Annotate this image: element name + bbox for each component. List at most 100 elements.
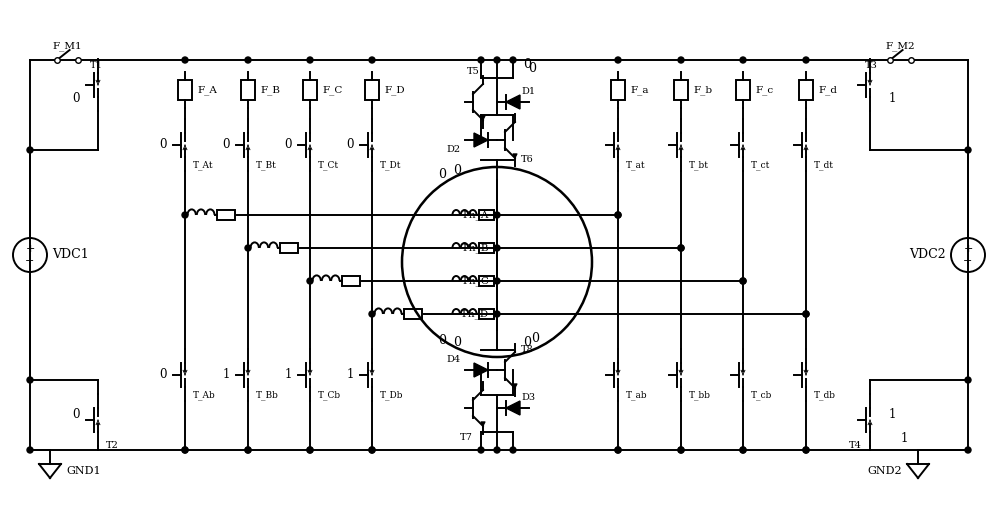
Text: F_a: F_a xyxy=(630,85,648,95)
Text: F_b: F_b xyxy=(693,85,712,95)
Circle shape xyxy=(803,311,809,317)
Circle shape xyxy=(245,447,251,453)
Polygon shape xyxy=(506,401,520,415)
Circle shape xyxy=(494,212,500,218)
Circle shape xyxy=(245,245,251,251)
Bar xyxy=(217,210,235,220)
Circle shape xyxy=(307,447,313,453)
Text: 1: 1 xyxy=(346,369,354,381)
Bar xyxy=(479,243,494,253)
Text: T_Db: T_Db xyxy=(380,390,404,400)
Bar xyxy=(479,210,494,220)
Text: T6: T6 xyxy=(521,156,534,165)
Circle shape xyxy=(740,278,746,284)
Text: 0: 0 xyxy=(159,138,167,152)
Circle shape xyxy=(803,447,809,453)
Circle shape xyxy=(245,447,251,453)
Circle shape xyxy=(27,377,33,383)
Circle shape xyxy=(478,447,484,453)
Polygon shape xyxy=(474,363,488,377)
Text: 0: 0 xyxy=(523,335,531,348)
Text: 1: 1 xyxy=(888,91,896,105)
Text: 0: 0 xyxy=(453,164,461,177)
Text: F_M1: F_M1 xyxy=(53,41,82,51)
Text: T1: T1 xyxy=(90,61,103,70)
Circle shape xyxy=(615,212,621,218)
Text: D4: D4 xyxy=(447,356,461,365)
Circle shape xyxy=(245,57,251,63)
Text: F_C: F_C xyxy=(322,85,342,95)
Text: T7: T7 xyxy=(460,433,473,442)
Circle shape xyxy=(494,57,500,63)
Text: F_D: F_D xyxy=(384,85,405,95)
Circle shape xyxy=(740,447,746,453)
Text: Ph_D: Ph_D xyxy=(462,309,489,319)
Text: VDC1: VDC1 xyxy=(52,248,89,262)
Circle shape xyxy=(965,447,971,453)
Circle shape xyxy=(740,278,746,284)
Circle shape xyxy=(740,57,746,63)
Circle shape xyxy=(182,447,188,453)
Text: −: − xyxy=(25,256,35,266)
Text: +: + xyxy=(25,244,35,254)
Text: T4: T4 xyxy=(849,440,862,449)
Text: 0: 0 xyxy=(222,138,230,152)
Circle shape xyxy=(494,311,500,317)
Circle shape xyxy=(740,447,746,453)
Text: 0: 0 xyxy=(528,62,536,75)
Text: F_d: F_d xyxy=(818,85,837,95)
Bar xyxy=(404,309,422,319)
Text: 0: 0 xyxy=(438,333,446,346)
Text: T_bb: T_bb xyxy=(689,390,711,400)
Text: T_bt: T_bt xyxy=(689,160,709,170)
Text: 0: 0 xyxy=(531,331,539,344)
Circle shape xyxy=(369,447,375,453)
Text: +: + xyxy=(963,244,973,254)
Text: F_A: F_A xyxy=(197,85,217,95)
Text: F_B: F_B xyxy=(260,85,280,95)
Text: T_Ct: T_Ct xyxy=(318,160,339,170)
Circle shape xyxy=(494,278,500,284)
Text: GND1: GND1 xyxy=(66,466,101,476)
Text: 1: 1 xyxy=(888,409,896,422)
Circle shape xyxy=(615,447,621,453)
Circle shape xyxy=(615,57,621,63)
Polygon shape xyxy=(474,133,488,147)
Circle shape xyxy=(369,311,375,317)
Circle shape xyxy=(510,57,516,63)
Circle shape xyxy=(803,311,809,317)
Circle shape xyxy=(307,57,313,63)
Text: T5: T5 xyxy=(467,68,479,76)
Text: T_Bb: T_Bb xyxy=(256,390,279,400)
Text: 0: 0 xyxy=(523,59,531,72)
Text: 0: 0 xyxy=(159,369,167,381)
Circle shape xyxy=(510,447,516,453)
Circle shape xyxy=(182,57,188,63)
Text: T3: T3 xyxy=(865,61,878,70)
Text: 0: 0 xyxy=(284,138,292,152)
Circle shape xyxy=(678,447,684,453)
Circle shape xyxy=(678,57,684,63)
Text: D1: D1 xyxy=(521,87,535,96)
Text: Ph_C: Ph_C xyxy=(462,276,489,286)
Circle shape xyxy=(369,447,375,453)
Circle shape xyxy=(494,447,500,453)
Circle shape xyxy=(182,447,188,453)
Text: 1: 1 xyxy=(900,431,908,444)
Circle shape xyxy=(307,278,313,284)
Text: 0: 0 xyxy=(72,409,80,422)
Text: Ph_A: Ph_A xyxy=(463,210,489,220)
Circle shape xyxy=(678,245,684,251)
Text: F_M2: F_M2 xyxy=(886,41,915,51)
Text: T_db: T_db xyxy=(814,390,836,400)
Text: 0: 0 xyxy=(438,169,446,181)
Text: T_at: T_at xyxy=(626,160,646,170)
Text: T2: T2 xyxy=(106,440,119,449)
Text: 0: 0 xyxy=(453,335,461,348)
Bar xyxy=(280,243,298,253)
Text: T_Ab: T_Ab xyxy=(193,390,216,400)
Circle shape xyxy=(27,147,33,153)
Circle shape xyxy=(307,447,313,453)
Text: F_c: F_c xyxy=(755,85,773,95)
Text: Ph_B: Ph_B xyxy=(462,243,489,253)
